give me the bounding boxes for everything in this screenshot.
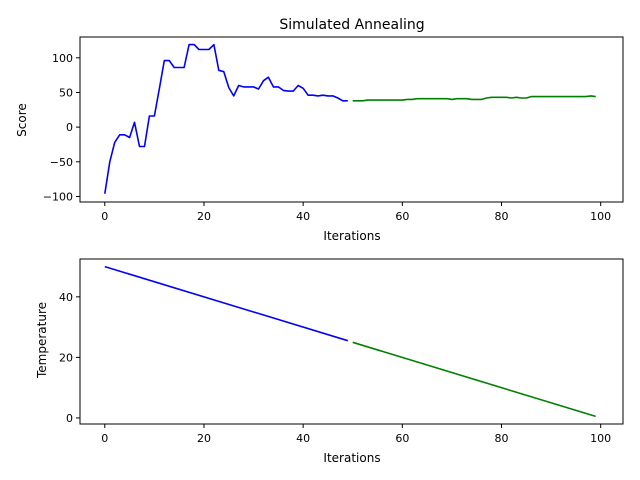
score-x-tick-label: 100 [590, 210, 611, 223]
score-x-tick-label: 80 [495, 210, 509, 223]
score-y-axis-label: Score [15, 103, 29, 137]
score-series-line-1 [104, 43, 348, 194]
temperature-y-tick-label: 40 [59, 291, 73, 304]
score-y-tick-label: −50 [50, 156, 73, 169]
score-axis-ticks: 0 20 40 60 80 100 −100 −50 0 50 100 [43, 52, 611, 223]
score-x-tick-label: 20 [197, 210, 211, 223]
score-x-axis-label: Iterations [323, 229, 380, 243]
temperature-subplot: Iterations Temperature 0 20 40 60 80 100 0 20 40 [35, 258, 624, 465]
temperature-x-tick-label: 20 [197, 432, 211, 445]
temperature-x-tick-label: 60 [395, 432, 409, 445]
score-x-tick-label: 40 [296, 210, 310, 223]
score-y-tick-label: 100 [52, 52, 73, 65]
temperature-x-axis-label: Iterations [323, 451, 380, 465]
temperature-x-tick-label: 100 [590, 432, 611, 445]
score-series-lines [104, 43, 596, 194]
temperature-series-line-2 [352, 341, 596, 418]
temperature-series-line-1 [104, 265, 349, 342]
temperature-series-lines [104, 265, 596, 418]
score-x-tick-label: 60 [395, 210, 409, 223]
temperature-x-tick-label: 0 [101, 432, 108, 445]
temperature-y-axis-label: Temperature [35, 302, 49, 379]
temperature-axes-frame [79, 258, 624, 425]
temperature-x-tick-label: 40 [296, 432, 310, 445]
score-x-tick-label: 0 [101, 210, 108, 223]
temperature-axis-ticks: 0 20 40 60 80 100 0 20 40 [59, 291, 611, 445]
score-y-tick-label: 0 [66, 121, 73, 134]
score-y-tick-label: 50 [59, 86, 73, 99]
temperature-y-tick-label: 20 [59, 351, 73, 364]
score-series-line-2 [352, 95, 596, 102]
chart-title: Simulated Annealing [279, 17, 424, 33]
score-subplot: Simulated Annealing Iterations Score 0 20… [15, 17, 624, 243]
temperature-y-tick-label: 0 [66, 412, 73, 425]
score-axes-frame [79, 36, 624, 203]
score-y-tick-label: −100 [43, 190, 73, 203]
temperature-x-tick-label: 80 [495, 432, 509, 445]
